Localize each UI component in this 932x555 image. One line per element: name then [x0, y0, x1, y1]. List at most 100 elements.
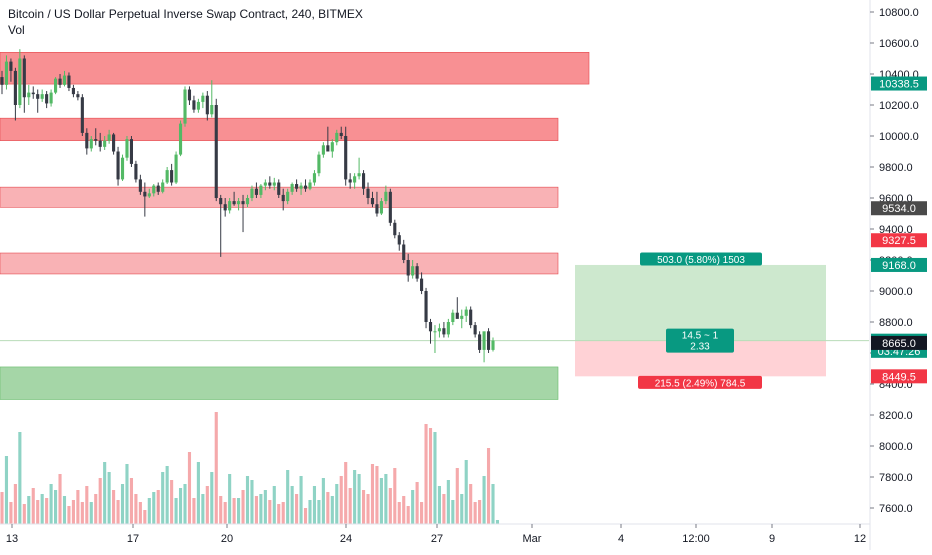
volume-bar — [402, 496, 406, 524]
price-tag-box — [871, 369, 927, 384]
candle-body — [268, 182, 272, 186]
candle-body — [420, 278, 424, 291]
candle-body — [464, 309, 468, 316]
volume-bar — [223, 502, 227, 524]
candle-body — [361, 173, 366, 189]
candle-body — [156, 185, 160, 192]
volume-bar — [344, 462, 348, 524]
volume-bar — [18, 432, 22, 524]
volume-bar — [116, 500, 120, 524]
target-label-box — [640, 252, 762, 266]
price-tag: 9327.5 — [871, 233, 927, 248]
time-tick-label: 20 — [221, 533, 233, 545]
volume-bar — [94, 494, 98, 524]
candle-body — [312, 173, 317, 183]
volume-bar — [232, 498, 236, 524]
resistance-zone — [0, 117, 559, 141]
volume-bar — [406, 506, 410, 524]
volume-bar — [384, 474, 388, 524]
volume-bar — [473, 502, 477, 524]
time-tick-label: 17 — [127, 533, 139, 545]
candle-body — [27, 92, 31, 98]
candle-body — [80, 97, 84, 133]
candle-body — [455, 312, 459, 319]
price-tick-label: 9800.0 — [879, 162, 913, 174]
price-tag-label: 9534.0 — [882, 203, 916, 215]
candle-body — [379, 201, 383, 214]
volume-bar — [40, 494, 44, 524]
volume-bar — [76, 490, 80, 524]
candle-body — [299, 185, 303, 189]
candle-body — [290, 184, 294, 192]
position-tool: 503.0 (5.80%) 1503 14.5 ~ 12.33 215.5 (2.4… — [0, 252, 869, 389]
candle-body — [245, 198, 250, 205]
volume-bar — [241, 490, 245, 524]
candle-body — [433, 331, 437, 333]
candle-body — [116, 151, 120, 180]
volume-bar — [486, 448, 491, 524]
volume-bar — [277, 504, 281, 524]
volume-bar — [366, 494, 370, 524]
candle-body — [62, 75, 67, 85]
volume-bar — [428, 428, 433, 524]
volume-bar — [210, 472, 214, 524]
candle-body — [219, 198, 223, 205]
resistance-zone — [0, 252, 559, 275]
candle-body — [384, 191, 388, 202]
candle-body — [451, 312, 455, 322]
volume-bar — [326, 492, 330, 524]
candle-body — [112, 134, 116, 152]
price-tag-label: 9168.0 — [882, 260, 916, 272]
volume-bar — [152, 492, 156, 524]
volume-bar — [125, 464, 129, 524]
candle-body — [424, 291, 428, 322]
volume-bar — [433, 432, 437, 524]
volume-bar — [67, 506, 71, 524]
volume-bar — [89, 502, 93, 524]
candle-body — [196, 101, 200, 110]
time-tick-label: 13 — [6, 533, 18, 545]
volume-bar — [424, 424, 428, 524]
volume-bar — [335, 484, 339, 524]
stop-label: 215.5 (2.49%) 784.5 — [638, 375, 762, 389]
target-label-text: 503.0 (5.80%) 1503 — [657, 255, 745, 266]
candle-body — [446, 322, 450, 335]
volume-bar — [397, 502, 401, 524]
volume-bar — [286, 470, 290, 524]
candle-body — [250, 188, 254, 198]
candle-body — [281, 194, 285, 202]
volume-bar — [134, 494, 138, 524]
time-tick-label: 12:00 — [682, 533, 710, 545]
volume-bar — [196, 462, 200, 524]
volume-bar — [201, 494, 205, 524]
candle-body — [54, 78, 58, 93]
volume-bar — [388, 488, 392, 524]
risk-reward-label-text: 14.5 ~ 1 — [682, 331, 719, 342]
volume-bar — [460, 494, 464, 524]
volume-bar — [268, 500, 272, 524]
candle-body — [344, 136, 348, 180]
candle-body — [18, 58, 22, 105]
candle-body — [67, 75, 71, 88]
volume-bar — [254, 496, 258, 524]
volume-bar — [156, 490, 160, 524]
candle-body — [491, 340, 495, 350]
volume-bar — [103, 462, 107, 524]
volume-bar — [161, 472, 165, 524]
candle-body — [370, 198, 375, 205]
candle-body — [286, 191, 290, 202]
volume-layer — [0, 412, 500, 524]
volume-bar — [45, 498, 49, 524]
candle-body — [143, 191, 147, 197]
volume-bar — [214, 412, 218, 524]
candle-body — [393, 222, 397, 236]
price-tag-box — [871, 233, 927, 248]
volume-bar — [165, 466, 169, 524]
volume-bar — [143, 510, 147, 524]
candle-body — [232, 201, 236, 205]
volume-bar — [0, 492, 4, 524]
price-tag-box — [871, 257, 927, 272]
candle-body — [107, 134, 111, 141]
volume-bar — [120, 484, 125, 524]
